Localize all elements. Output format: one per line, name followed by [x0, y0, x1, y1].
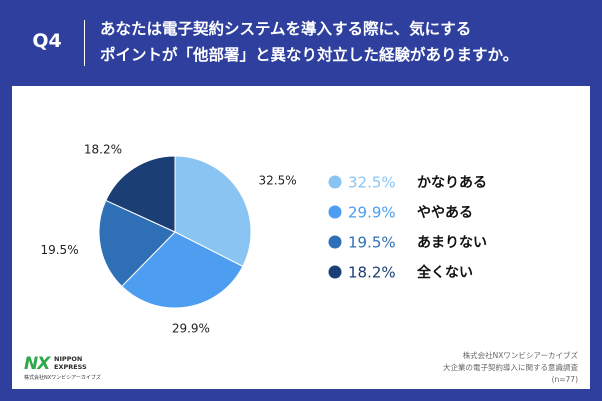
source-note: 株式会社NXワンビシアーカイブズ 大企業の電子契約導入に関する意識調査 (n=7… — [443, 350, 578, 386]
nx-logo: NX NIPPON EXPRESS 株式会社NXワンビシアーカイブズ — [24, 354, 144, 384]
legend-label-3: あまりない — [417, 235, 487, 251]
legend-swatch-3 — [328, 235, 342, 249]
legend-label-4: 全くない — [416, 264, 473, 281]
legend-swatch-1 — [328, 175, 342, 189]
legend-value-1: 32.5% — [348, 174, 396, 192]
logo-mark: NX — [24, 354, 50, 374]
legend-swatch-2 — [328, 205, 342, 219]
legend-label-2: ややある — [417, 205, 473, 221]
source-line-1: 株式会社NXワンビシアーカイブズ — [462, 351, 578, 360]
slice-label-2: 29.9% — [172, 322, 210, 336]
slice-label-3: 19.5% — [40, 243, 78, 257]
header-divider — [84, 20, 85, 66]
question-line-1: あなたは電子契約システムを導入する際に、気にする — [100, 20, 472, 38]
logo-name-line-2: EXPRESS — [54, 363, 87, 371]
pie-slice-2 — [121, 231, 244, 309]
question-text: あなたは電子契約システムを導入する際に、気にする ポイントが「他部署」と異なり対… — [100, 16, 595, 68]
legend-value-2: 29.9% — [348, 204, 396, 222]
legend-label-1: かなりある — [417, 175, 487, 191]
logo-name: NIPPON EXPRESS — [54, 355, 87, 371]
pie-slice-3 — [98, 199, 176, 287]
logo-name-line-1: NIPPON — [54, 355, 83, 363]
source-line-2: 大企業の電子契約導入に関する意識調査 — [443, 363, 578, 372]
pie-slice-1 — [174, 155, 252, 268]
pie-chart: 32.5% 29.9% 19.5% 18.2% 32.5% かなりある 29.9% ややある 1… — [40, 143, 487, 336]
legend-swatch-4 — [328, 265, 342, 279]
pie-slice-4 — [105, 155, 176, 233]
question-number: Q4 — [32, 30, 62, 52]
legend-value-3: 19.5% — [348, 234, 396, 252]
slice-label-4: 18.2% — [84, 143, 122, 157]
legend-value-4: 18.2% — [348, 264, 396, 282]
chart-card: 32.5% 29.9% 19.5% 18.2% 32.5% かなりある 29.9% ややある 1… — [12, 86, 590, 389]
question-line-2: ポイントが「他部署」と異なり対立した経験がありますか。 — [100, 46, 519, 64]
source-line-3: (n=77) — [551, 375, 578, 384]
logo-company: 株式会社NXワンビシアーカイブズ — [24, 375, 101, 381]
slice-label-1: 32.5% — [259, 174, 297, 188]
